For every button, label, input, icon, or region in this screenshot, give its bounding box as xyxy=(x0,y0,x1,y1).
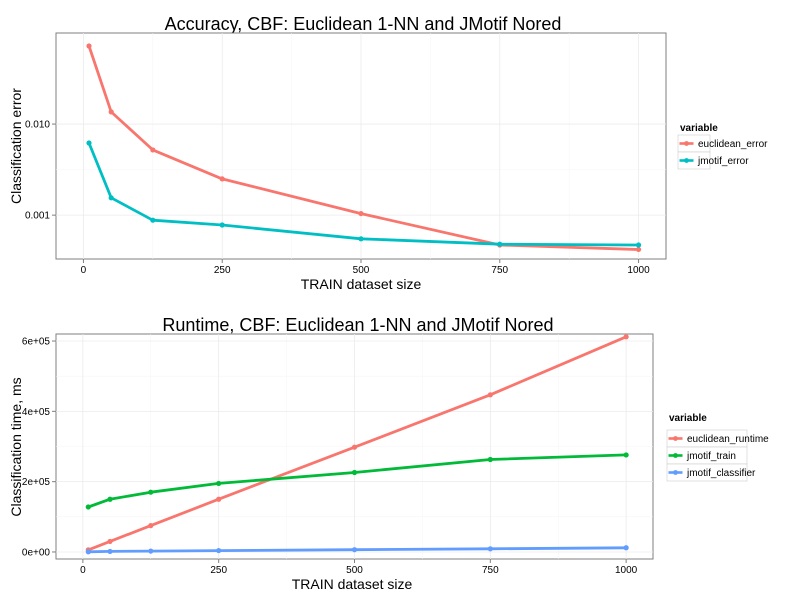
grid xyxy=(56,33,666,259)
data-point-euclidean_error xyxy=(108,109,114,115)
data-point-jmotif_classifier xyxy=(487,546,493,552)
series-layer xyxy=(85,334,629,555)
data-point-euclidean_runtime xyxy=(216,496,222,502)
data-point-jmotif_train xyxy=(351,469,358,476)
legend-key-point xyxy=(673,470,678,475)
data-point-jmotif_classifier xyxy=(85,549,91,555)
legend-title: variable xyxy=(669,413,707,424)
data-point-euclidean_runtime xyxy=(623,334,629,340)
data-point-euclidean_error xyxy=(86,43,92,49)
data-point-jmotif_train xyxy=(216,480,222,487)
legend-label: jmotif_classifier xyxy=(686,468,756,479)
data-point-jmotif_error xyxy=(86,140,92,146)
axis-ticks: 0 250 500 750 1000 0.001 0.010 xyxy=(25,120,650,276)
data-point-jmotif_error xyxy=(219,222,225,228)
legend-key-point xyxy=(673,453,678,458)
legend-label: jmotif_train xyxy=(686,451,736,462)
legend-key-point xyxy=(684,141,689,146)
axis-ticks: 0 250 500 750 1000 0e+00 2e+05 4e+05 6e+05 xyxy=(22,337,638,576)
legend-key-point xyxy=(684,158,689,163)
data-point-euclidean_error xyxy=(358,210,364,217)
data-point-jmotif_classifier xyxy=(148,548,154,554)
y-tick-label: 0e+00 xyxy=(22,547,51,558)
y-tick-label: 2e+05 xyxy=(22,477,51,488)
data-point-jmotif_classifier xyxy=(351,547,358,553)
data-point-jmotif_train xyxy=(107,496,113,502)
data-point-jmotif_error xyxy=(150,217,156,223)
legend-label: euclidean_error xyxy=(698,139,768,150)
x-tick-label: 250 xyxy=(214,265,231,276)
data-point-jmotif_error xyxy=(108,195,114,201)
x-tick-label: 0 xyxy=(81,265,87,276)
x-tick-label: 1000 xyxy=(627,265,650,276)
data-point-jmotif_classifier xyxy=(216,547,222,554)
data-point-euclidean_error xyxy=(150,147,156,153)
x-tick-label: 0 xyxy=(80,565,86,576)
y-tick-label: 6e+05 xyxy=(22,337,51,348)
data-point-euclidean_error xyxy=(635,246,642,253)
y-tick-label: 0.010 xyxy=(25,120,50,131)
legend: variable euclidean_error jmotif_error xyxy=(677,123,768,170)
x-tick-label: 750 xyxy=(491,265,508,276)
y-axis-title: Classification error xyxy=(8,88,24,204)
legend-key-box xyxy=(677,151,711,170)
data-point-euclidean_runtime xyxy=(148,523,154,529)
y-axis-title: Classification time, ms xyxy=(8,377,24,516)
data-point-euclidean_runtime xyxy=(351,444,358,450)
accuracy-chart: Accuracy, CBF: Euclidean 1-NN and JMotif… xyxy=(8,14,768,292)
x-tick-label: 500 xyxy=(346,565,363,576)
y-tick-label: 0.001 xyxy=(25,211,50,222)
data-point-jmotif_error xyxy=(635,242,642,248)
x-tick-label: 750 xyxy=(482,565,499,576)
data-point-euclidean_runtime xyxy=(107,538,113,545)
x-tick-label: 500 xyxy=(353,265,370,276)
data-point-jmotif_error xyxy=(358,236,364,242)
data-point-jmotif_train xyxy=(148,489,154,495)
legend: variable euclidean_runtime jmotif_trainjm… xyxy=(666,413,769,482)
data-point-euclidean_error xyxy=(219,176,225,182)
legend-key-point xyxy=(673,436,678,441)
x-tick-label: 250 xyxy=(210,565,227,576)
data-point-jmotif_classifier xyxy=(107,548,113,555)
chart-title: Runtime, CBF: Euclidean 1-NN and JMotif … xyxy=(162,315,553,335)
data-point-jmotif_error xyxy=(497,241,503,247)
legend-label: euclidean_runtime xyxy=(687,434,769,445)
data-point-euclidean_runtime xyxy=(487,392,493,398)
data-point-jmotif_classifier xyxy=(623,545,629,551)
runtime-chart: Runtime, CBF: Euclidean 1-NN and JMotif … xyxy=(8,315,769,592)
legend-key-box xyxy=(666,463,748,482)
data-point-jmotif_train xyxy=(487,456,493,463)
chart-title: Accuracy, CBF: Euclidean 1-NN and JMotif… xyxy=(165,14,562,34)
series-layer xyxy=(86,43,642,253)
y-tick-label: 4e+05 xyxy=(22,407,51,418)
legend-title: variable xyxy=(680,123,718,134)
legend-label: jmotif_error xyxy=(697,156,749,167)
x-axis-title: TRAIN dataset size xyxy=(301,276,422,292)
data-point-jmotif_train xyxy=(85,504,91,510)
x-tick-label: 1000 xyxy=(615,565,638,576)
data-point-jmotif_train xyxy=(623,452,629,458)
x-axis-title: TRAIN dataset size xyxy=(292,576,413,592)
